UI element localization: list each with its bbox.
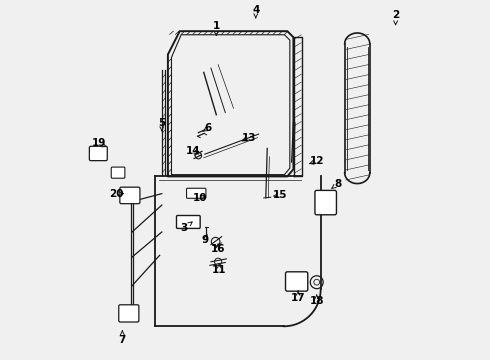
Text: 16: 16 — [211, 244, 225, 254]
Text: 13: 13 — [242, 133, 257, 143]
Text: 2: 2 — [392, 10, 399, 20]
Text: 12: 12 — [310, 156, 324, 166]
Text: 15: 15 — [273, 190, 288, 200]
Text: 3: 3 — [180, 224, 188, 233]
Text: 19: 19 — [92, 139, 106, 148]
FancyBboxPatch shape — [111, 167, 125, 178]
Text: 17: 17 — [291, 293, 305, 303]
FancyBboxPatch shape — [315, 190, 337, 215]
Text: 10: 10 — [193, 193, 207, 203]
Text: 20: 20 — [109, 189, 124, 199]
FancyBboxPatch shape — [187, 188, 206, 198]
Text: 4: 4 — [252, 5, 259, 15]
Text: 7: 7 — [119, 334, 126, 345]
FancyBboxPatch shape — [286, 272, 308, 291]
Text: 1: 1 — [213, 21, 220, 31]
Text: 8: 8 — [335, 179, 342, 189]
Text: 14: 14 — [186, 146, 200, 156]
Text: 18: 18 — [310, 296, 324, 306]
Text: 6: 6 — [205, 123, 212, 133]
Text: 11: 11 — [212, 265, 226, 275]
Text: 5: 5 — [158, 118, 166, 128]
FancyBboxPatch shape — [120, 187, 140, 204]
FancyBboxPatch shape — [176, 216, 200, 228]
Text: 9: 9 — [201, 235, 208, 245]
FancyBboxPatch shape — [119, 305, 139, 322]
FancyBboxPatch shape — [89, 146, 107, 161]
